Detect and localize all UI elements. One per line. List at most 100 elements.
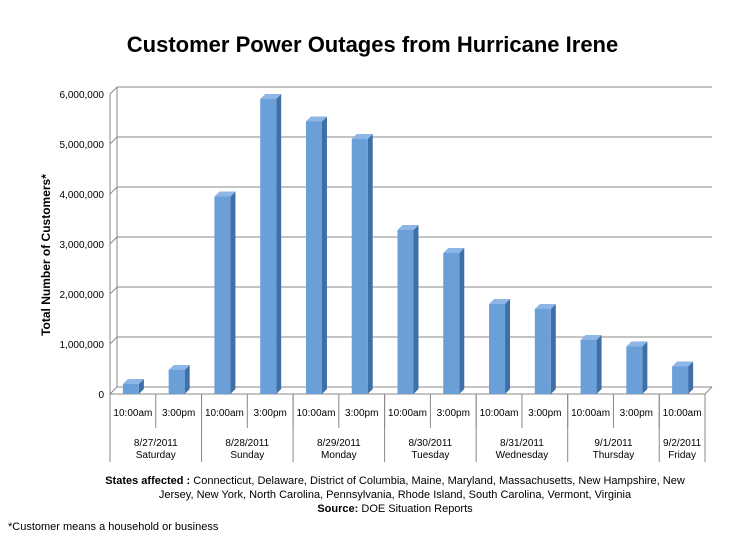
bar bbox=[305, 116, 327, 394]
group-date-label: 8/28/2011 bbox=[225, 438, 269, 449]
bar bbox=[260, 94, 282, 394]
gridline-depth bbox=[109, 86, 118, 95]
y-tick-label: 5,000,000 bbox=[60, 140, 105, 151]
group-day-label: Saturday bbox=[136, 450, 176, 461]
x-tick-label: 3:00pm bbox=[254, 408, 287, 419]
gridline-depth bbox=[109, 136, 118, 145]
gridline-depth bbox=[109, 286, 118, 295]
bar bbox=[168, 365, 190, 394]
bar-top bbox=[580, 335, 602, 340]
bar-top bbox=[305, 116, 327, 122]
bar-top bbox=[672, 361, 694, 367]
x-tick-label: 10:00am bbox=[113, 408, 152, 419]
bar bbox=[351, 134, 373, 394]
bar-side bbox=[688, 361, 694, 394]
bar-front bbox=[443, 253, 460, 394]
bar bbox=[580, 335, 602, 394]
y-tick-label: 3,000,000 bbox=[60, 240, 105, 251]
y-tick-label: 1,000,000 bbox=[60, 340, 105, 351]
bar bbox=[122, 379, 144, 394]
bar-side bbox=[413, 225, 419, 394]
bar bbox=[672, 361, 694, 394]
bar-front bbox=[534, 309, 551, 394]
source-label: Source: bbox=[317, 503, 359, 515]
bar-front bbox=[626, 346, 643, 394]
group-date-label: 8/27/2011 bbox=[134, 438, 178, 449]
y-tick-label: 6,000,000 bbox=[60, 90, 105, 101]
bar-side bbox=[321, 116, 327, 394]
gridline-depth bbox=[109, 386, 118, 395]
gridline-depth bbox=[109, 336, 118, 345]
group-day-label: Thursday bbox=[593, 450, 635, 461]
bars bbox=[122, 94, 694, 394]
bar-side bbox=[505, 299, 511, 394]
gridline-depth bbox=[109, 236, 118, 245]
bar-front bbox=[672, 366, 689, 394]
bar-front bbox=[351, 139, 368, 394]
bar-side bbox=[642, 341, 648, 394]
bar bbox=[397, 225, 419, 394]
states-affected-label: States affected : bbox=[105, 475, 191, 487]
group-date-label: 9/2/2011 bbox=[663, 438, 702, 449]
x-tick-label: 10:00am bbox=[571, 408, 610, 419]
bar bbox=[626, 341, 648, 394]
x-tick-label: 10:00am bbox=[297, 408, 336, 419]
bar-side bbox=[550, 304, 556, 394]
bar-top bbox=[168, 365, 190, 370]
bar-side bbox=[184, 365, 190, 394]
states-affected-text: Connecticut, Delaware, District of Colum… bbox=[158, 475, 685, 501]
bar bbox=[534, 304, 556, 394]
y-tick-label: 4,000,000 bbox=[60, 190, 105, 201]
y-axis-label: Total Number of Customers* bbox=[39, 174, 53, 336]
y-tick-label: 0 bbox=[98, 390, 104, 401]
bar-top bbox=[534, 304, 556, 309]
y-axis-tick-labels: 0 1,000,000 2,000,000 3,000,000 4,000,000 5,0… bbox=[60, 90, 105, 401]
source-note: Source: DOE Situation Reports bbox=[100, 502, 690, 516]
x-tick-label: 10:00am bbox=[205, 408, 244, 419]
bar-front bbox=[397, 230, 414, 394]
x-tick-label: 3:00pm bbox=[437, 408, 470, 419]
footnote: *Customer means a household or business bbox=[8, 521, 219, 533]
group-day-label: Monday bbox=[321, 450, 357, 461]
bar bbox=[489, 299, 511, 394]
bar-side bbox=[596, 335, 602, 394]
x-axis-depth bbox=[704, 386, 713, 395]
x-tick-label: 3:00pm bbox=[528, 408, 561, 419]
group-day-label: Tuesday bbox=[411, 450, 449, 461]
x-tick-label: 3:00pm bbox=[162, 408, 195, 419]
bar-side bbox=[230, 191, 236, 394]
x-tick-label: 10:00am bbox=[663, 408, 702, 419]
bar-side bbox=[367, 134, 373, 394]
group-date-label: 9/1/2011 bbox=[594, 438, 633, 449]
gridline-depth bbox=[109, 186, 118, 195]
source-text: DOE Situation Reports bbox=[361, 503, 473, 515]
x-tick-label: 3:00pm bbox=[345, 408, 378, 419]
group-day-label: Sunday bbox=[230, 450, 264, 461]
bar-front bbox=[214, 196, 231, 394]
bar-front bbox=[489, 304, 506, 394]
bar-top bbox=[122, 379, 144, 384]
bar bbox=[443, 248, 465, 394]
states-affected-note: States affected : Connecticut, Delaware,… bbox=[100, 474, 690, 502]
group-date-label: 8/29/2011 bbox=[317, 438, 361, 449]
bar-front bbox=[580, 340, 597, 394]
bar-top bbox=[214, 191, 236, 197]
bar-front bbox=[168, 370, 185, 394]
bar-side bbox=[276, 94, 282, 394]
group-date-label: 8/30/2011 bbox=[409, 438, 453, 449]
x-tick-label: 3:00pm bbox=[620, 408, 653, 419]
bar-top bbox=[489, 299, 511, 304]
bar-top bbox=[443, 248, 465, 253]
x-tick-label: 10:00am bbox=[388, 408, 427, 419]
x-axis-labels: 10:00am 3:00pm 10:00am 3:00pm 10:00am 3:00pm 1… bbox=[109, 394, 706, 462]
bar-top bbox=[351, 134, 373, 139]
x-tick-label: 10:00am bbox=[480, 408, 519, 419]
chart-title: Customer Power Outages from Hurricane Ir… bbox=[126, 32, 619, 57]
bar-top bbox=[397, 225, 419, 230]
group-date-label: 8/31/2011 bbox=[500, 438, 544, 449]
bar-side bbox=[459, 248, 465, 394]
group-day-label: Friday bbox=[668, 450, 696, 461]
group-day-label: Wednesday bbox=[496, 450, 549, 461]
bar-front bbox=[122, 384, 139, 394]
